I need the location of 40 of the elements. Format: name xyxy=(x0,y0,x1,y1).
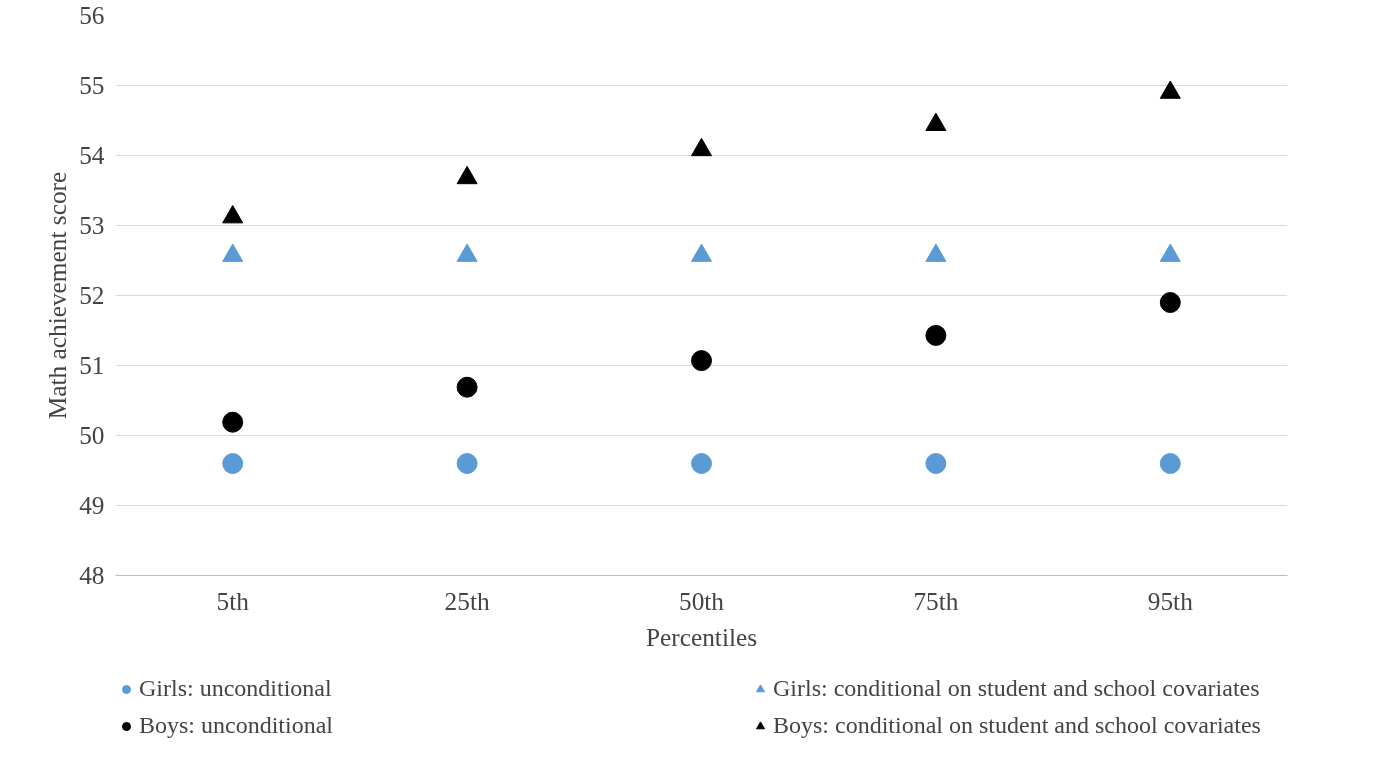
point xyxy=(691,243,712,262)
legend-label: Boys: unconditional xyxy=(139,712,334,739)
point xyxy=(222,453,244,474)
point xyxy=(925,112,947,131)
y-tick-label: 50 xyxy=(79,421,105,449)
x-axis-title: Percentiles xyxy=(645,622,758,651)
point xyxy=(1159,243,1181,262)
point xyxy=(222,205,244,224)
point xyxy=(1159,80,1181,99)
y-tick-label: 52 xyxy=(79,281,105,309)
x-tick-label: 5th xyxy=(216,586,250,615)
point xyxy=(456,165,478,185)
point xyxy=(925,243,947,262)
y-tick-label: 56 xyxy=(79,1,105,29)
point xyxy=(456,243,478,262)
x-tick-label: 75th xyxy=(913,586,959,615)
x-tick-label: 25th xyxy=(444,586,490,615)
point xyxy=(1159,453,1181,474)
y-tick-label: 54 xyxy=(79,141,105,169)
point xyxy=(456,453,478,474)
y-tick-label: 55 xyxy=(79,71,105,99)
legend-label: Girls: conditional on student and school covariates xyxy=(773,675,1261,702)
point xyxy=(222,243,244,262)
point xyxy=(925,453,947,474)
legend-label: Girls: unconditional xyxy=(139,675,333,702)
point xyxy=(456,376,478,398)
point xyxy=(691,137,712,157)
x-tick-label: 95th xyxy=(1147,586,1194,615)
y-tick-label: 49 xyxy=(79,491,105,519)
point xyxy=(691,453,712,474)
point xyxy=(222,411,244,433)
point xyxy=(691,350,712,372)
y-tick-label: 53 xyxy=(79,211,105,239)
legend-label: Boys: conditional on student and school covariates xyxy=(773,712,1262,739)
point xyxy=(1159,292,1181,313)
point xyxy=(925,324,947,346)
y-tick-label: 48 xyxy=(79,561,105,589)
y-axis-title: Math achievement score xyxy=(43,171,72,420)
x-tick-label: 50th xyxy=(678,586,725,615)
y-tick-label: 51 xyxy=(79,351,105,379)
